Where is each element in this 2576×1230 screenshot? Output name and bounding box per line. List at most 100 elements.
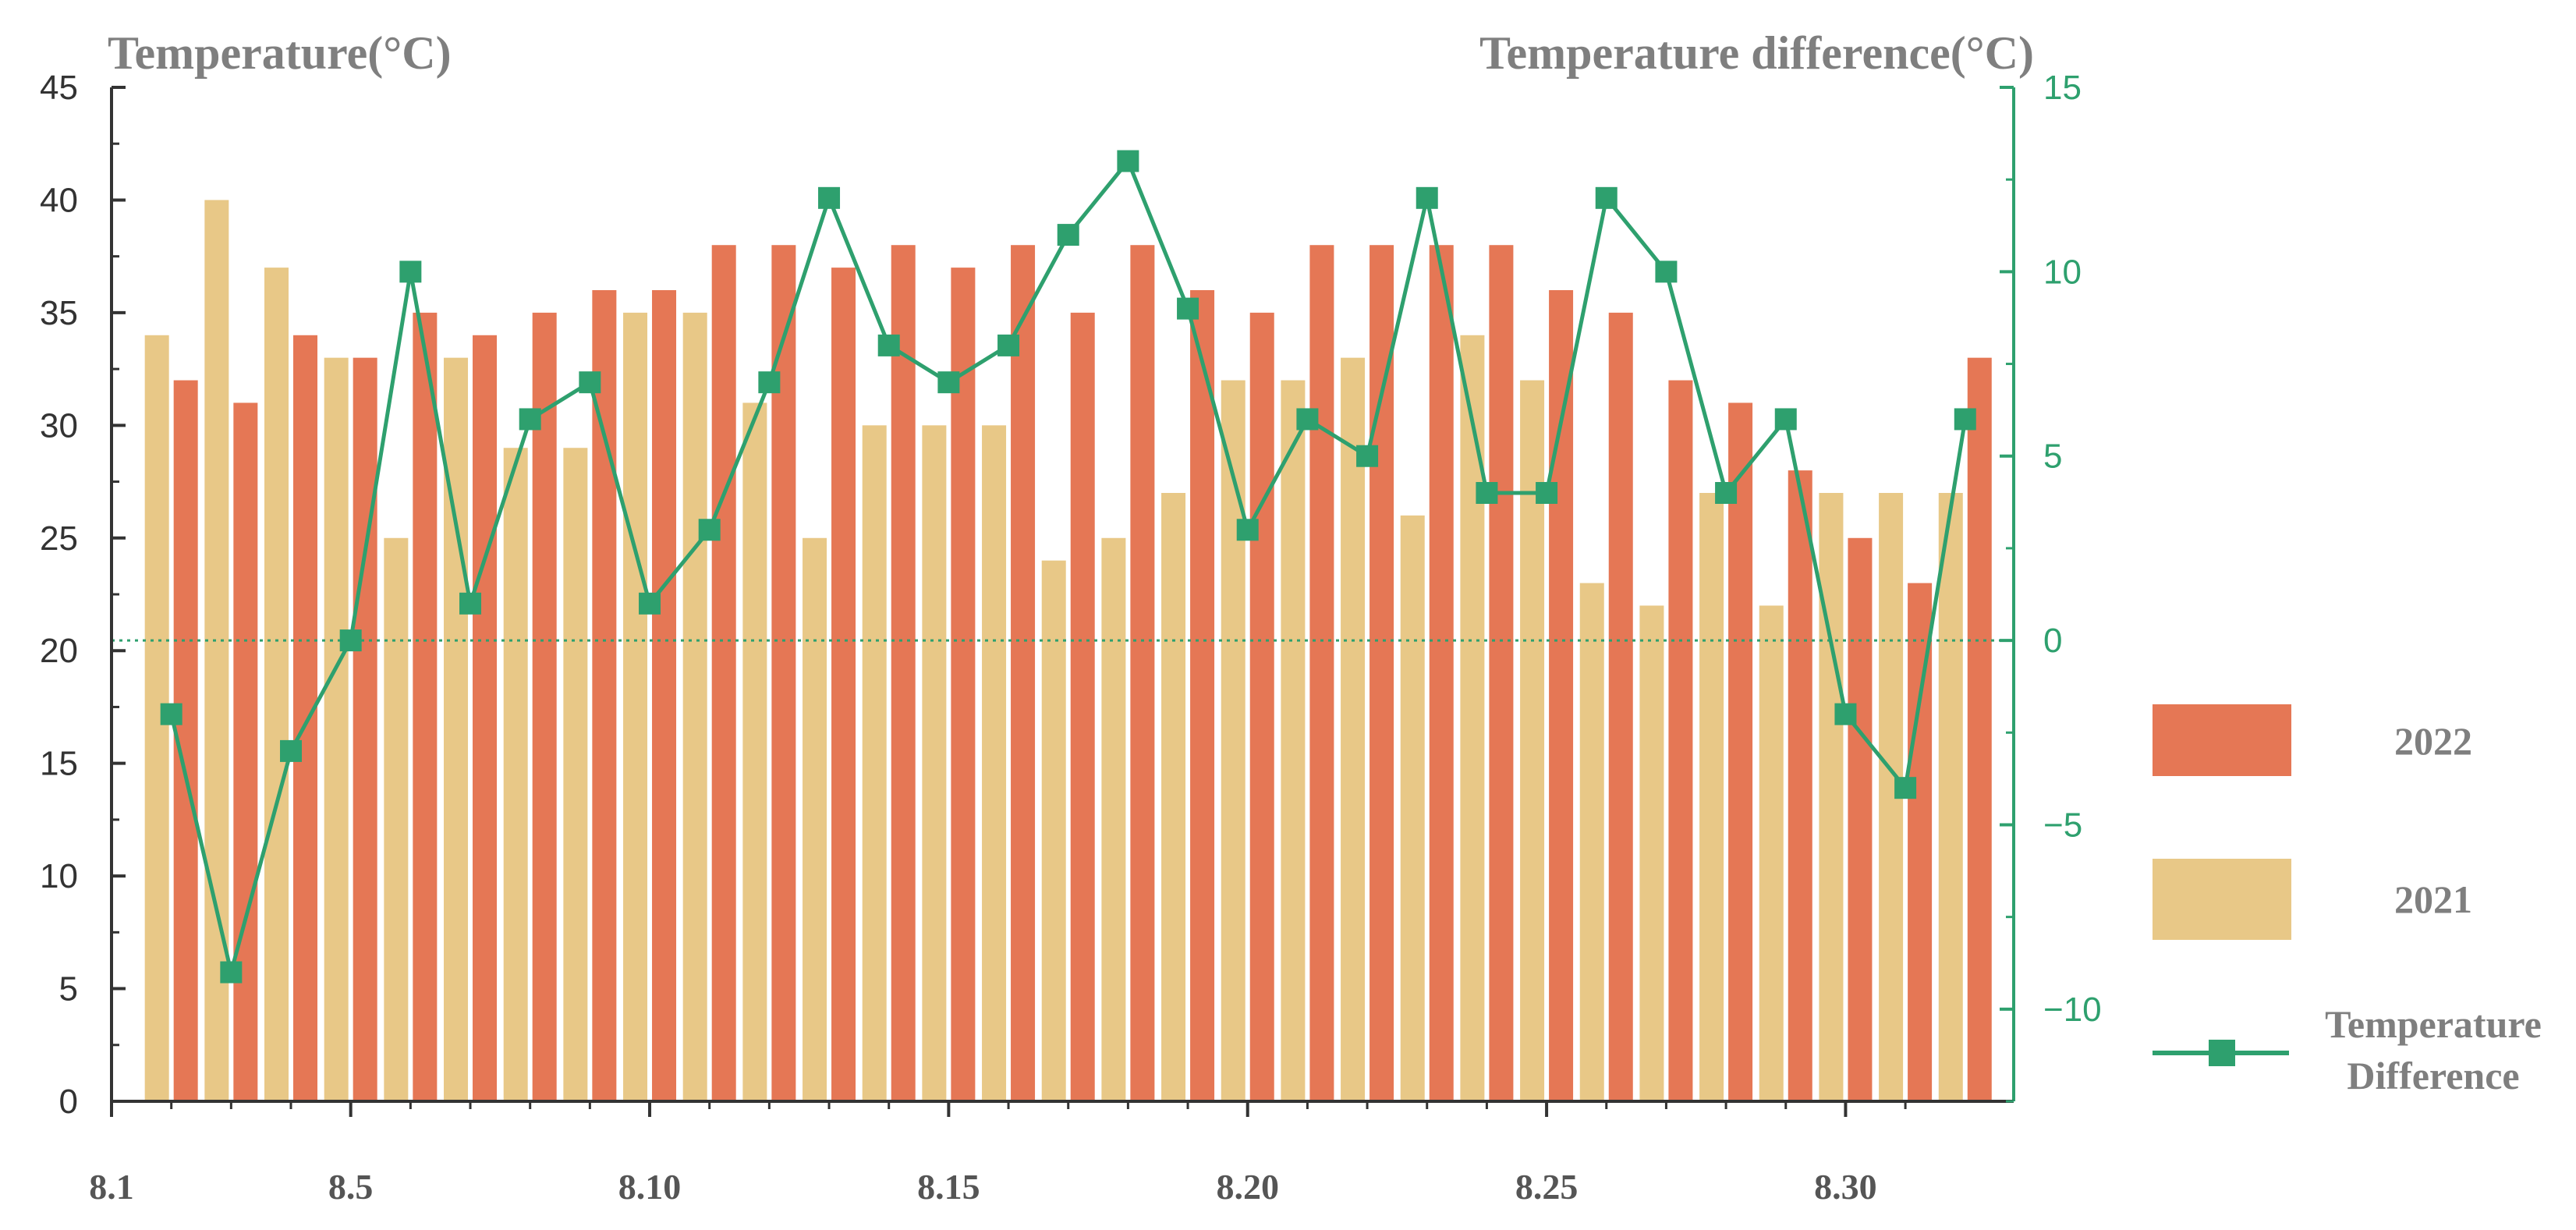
difference-point-8.24 <box>1536 482 1558 504</box>
left-tick-label-15: 15 <box>40 745 78 783</box>
difference-point-8.4 <box>339 629 362 652</box>
bar-2021-8.7 <box>503 448 528 1101</box>
right-tick-label-10: 10 <box>2043 253 2082 291</box>
bar-2021-8.25 <box>1579 583 1604 1101</box>
bar-2022-8.16 <box>1070 312 1095 1101</box>
difference-point-8.12 <box>818 186 841 209</box>
difference-point-8.16 <box>1057 224 1079 246</box>
bar-2021-8.9 <box>623 312 648 1101</box>
bar-2022-8.4 <box>353 357 377 1102</box>
bar-2022-8.14 <box>951 268 976 1102</box>
legend-label-difference-line2: Difference <box>2347 1054 2519 1097</box>
x-tick-label-8.1: 8.1 <box>89 1167 134 1207</box>
difference-point-8.30 <box>1894 777 1917 799</box>
left-tick-label-45: 45 <box>40 69 78 107</box>
difference-point-8.11 <box>758 371 781 394</box>
legend-label-2021: 2021 <box>2394 877 2472 921</box>
bar-2022-8.13 <box>891 245 916 1102</box>
bar-2021-8.13 <box>862 425 887 1101</box>
left-tick-label-10: 10 <box>40 857 78 895</box>
difference-line-layer <box>160 150 1976 984</box>
bar-2021-8.31 <box>1938 493 1963 1101</box>
left-tick-label-40: 40 <box>40 181 78 219</box>
bar-2021-8.18 <box>1161 493 1186 1101</box>
bar-2021-8.17 <box>1101 537 1126 1101</box>
bar-2022-8.24 <box>1549 290 1574 1101</box>
plot-area <box>112 150 2014 1102</box>
x-tick-label-8.25: 8.25 <box>1515 1167 1579 1207</box>
legend: 2022 2021 Temperature Difference <box>2153 704 2542 1097</box>
bar-2022-8.5 <box>413 312 438 1101</box>
right-tick-label--5: −5 <box>2043 806 2082 844</box>
bar-2022-8.2 <box>233 402 258 1101</box>
bar-2021-8.27 <box>1699 493 1724 1101</box>
difference-point-8.23 <box>1476 482 1498 504</box>
bar-2022-8.31 <box>1967 357 1992 1102</box>
bar-2021-8.28 <box>1759 605 1784 1101</box>
bar-2021-8.10 <box>682 312 707 1101</box>
difference-point-8.20 <box>1296 408 1319 431</box>
difference-point-8.2 <box>220 961 243 984</box>
bar-2021-8.16 <box>1041 560 1066 1101</box>
difference-point-8.17 <box>1117 150 1139 172</box>
difference-point-8.5 <box>399 261 422 283</box>
bar-2022-8.28 <box>1788 470 1812 1101</box>
legend-swatch-2021 <box>2153 859 2291 940</box>
bar-2022-8.29 <box>1848 537 1873 1101</box>
bar-2022-8.26 <box>1668 380 1693 1101</box>
bar-2021-8.29 <box>1819 493 1844 1101</box>
left-tick-label-5: 5 <box>59 970 78 1008</box>
bar-2022-8.25 <box>1608 312 1633 1101</box>
right-y-ticks: −10 −5 0 5 10 15 <box>2000 69 2102 1103</box>
x-tick-label-8.30: 8.30 <box>1814 1167 1877 1207</box>
left-axis-title: Temperature(°C) <box>108 27 452 79</box>
right-tick-label-5: 5 <box>2043 438 2062 476</box>
bar-2021-8.12 <box>803 537 827 1101</box>
left-tick-label-35: 35 <box>40 294 78 332</box>
difference-point-8.25 <box>1595 186 1618 209</box>
bar-2022-8.12 <box>831 268 856 1102</box>
x-tick-label-8.20: 8.20 <box>1216 1167 1279 1207</box>
bar-2022-8.7 <box>532 312 557 1101</box>
difference-point-8.15 <box>997 334 1020 356</box>
bar-2021-8.22 <box>1400 515 1425 1101</box>
legend-label-2022: 2022 <box>2394 719 2472 763</box>
legend-label-difference-line1: Temperature <box>2325 1002 2542 1046</box>
right-tick-label-0: 0 <box>2043 622 2062 660</box>
right-tick-label--10: −10 <box>2043 991 2102 1029</box>
difference-point-8.18 <box>1177 297 1199 320</box>
difference-point-8.9 <box>639 592 661 615</box>
difference-point-8.29 <box>1834 703 1857 725</box>
bar-2022-8.22 <box>1429 245 1454 1102</box>
x-tick-label-8.15: 8.15 <box>917 1167 980 1207</box>
bars-layer <box>144 200 1992 1102</box>
difference-point-8.28 <box>1774 408 1797 431</box>
bar-2021-8.11 <box>742 402 767 1101</box>
left-tick-label-0: 0 <box>59 1083 78 1121</box>
difference-point-8.13 <box>877 334 900 356</box>
bar-2021-8.23 <box>1460 335 1485 1101</box>
difference-point-8.31 <box>1954 408 1976 431</box>
bar-2021-8.4 <box>324 357 349 1102</box>
right-axis-title: Temperature difference(°C) <box>1479 27 2034 79</box>
bar-2022-8.8 <box>592 290 617 1101</box>
bar-2022-8.18 <box>1190 290 1215 1101</box>
difference-point-8.3 <box>280 739 303 762</box>
left-tick-label-20: 20 <box>40 632 78 670</box>
bar-2021-8.14 <box>922 425 947 1101</box>
difference-point-8.1 <box>160 703 182 725</box>
bar-2022-8.9 <box>652 290 677 1101</box>
difference-point-8.8 <box>579 371 601 394</box>
difference-point-8.10 <box>698 519 721 541</box>
difference-point-8.7 <box>519 408 541 431</box>
legend-swatch-2022 <box>2153 704 2291 776</box>
bar-2021-8.20 <box>1281 380 1306 1101</box>
bar-2022-8.19 <box>1249 312 1274 1101</box>
difference-point-8.14 <box>937 371 960 394</box>
bar-2022-8.30 <box>1908 583 1933 1101</box>
bar-2022-8.10 <box>711 245 736 1102</box>
bar-2021-8.21 <box>1341 357 1366 1102</box>
difference-line <box>169 159 1968 974</box>
left-tick-label-25: 25 <box>40 519 78 558</box>
